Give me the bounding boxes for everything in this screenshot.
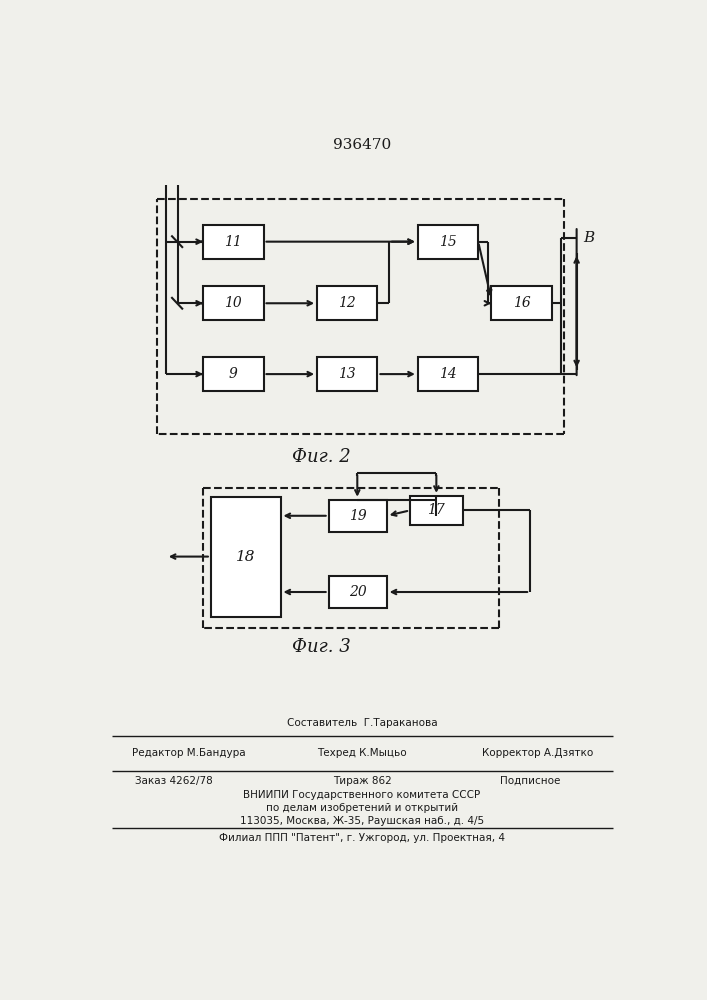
Bar [317, 286, 378, 320]
Text: 15: 15 [439, 235, 457, 249]
Bar [418, 357, 478, 391]
Text: Фиг. 2: Фиг. 2 [291, 448, 350, 466]
Bar [203, 225, 264, 259]
Text: по делам изобретений и открытий: по делам изобретений и открытий [266, 803, 458, 813]
Bar [211, 497, 281, 617]
Text: 936470: 936470 [333, 138, 391, 152]
Bar [203, 286, 264, 320]
Text: Заказ 4262/78: Заказ 4262/78 [135, 776, 213, 786]
Text: 20: 20 [349, 585, 366, 599]
Text: 14: 14 [439, 367, 457, 381]
Bar [203, 357, 264, 391]
Bar [329, 500, 387, 532]
Text: 19: 19 [349, 509, 366, 523]
Bar [418, 225, 478, 259]
Text: 18: 18 [236, 550, 255, 564]
Text: ВНИИПИ Государственного комитета СССР: ВНИИПИ Государственного комитета СССР [243, 790, 481, 800]
Text: 13: 13 [339, 367, 356, 381]
Text: Филиал ППП "Патент", г. Ужгород, ул. Проектная, 4: Филиал ППП "Патент", г. Ужгород, ул. Про… [219, 833, 505, 843]
Text: В: В [583, 231, 594, 245]
Bar [491, 286, 552, 320]
Bar [329, 576, 387, 608]
Text: Техред К.Мыцьо: Техред К.Мыцьо [317, 748, 407, 758]
Text: 113035, Москва, Ж-35, Раушская наб., д. 4/5: 113035, Москва, Ж-35, Раушская наб., д. … [240, 816, 484, 826]
Text: 16: 16 [513, 296, 530, 310]
Text: Тираж 862: Тираж 862 [332, 776, 392, 786]
Text: 17: 17 [428, 503, 445, 517]
Text: 12: 12 [339, 296, 356, 310]
Text: Подписное: Подписное [500, 776, 561, 786]
Text: 9: 9 [229, 367, 238, 381]
Bar [317, 357, 378, 391]
Text: Редактор М.Бандура: Редактор М.Бандура [132, 748, 246, 758]
Text: 10: 10 [224, 296, 243, 310]
Text: Корректор А.Дзятко: Корректор А.Дзятко [482, 748, 593, 758]
Text: Фиг. 3: Фиг. 3 [291, 638, 350, 656]
Bar [410, 496, 462, 525]
Text: 11: 11 [224, 235, 243, 249]
Text: Составитель  Г.Тараканова: Составитель Г.Тараканова [286, 718, 437, 728]
